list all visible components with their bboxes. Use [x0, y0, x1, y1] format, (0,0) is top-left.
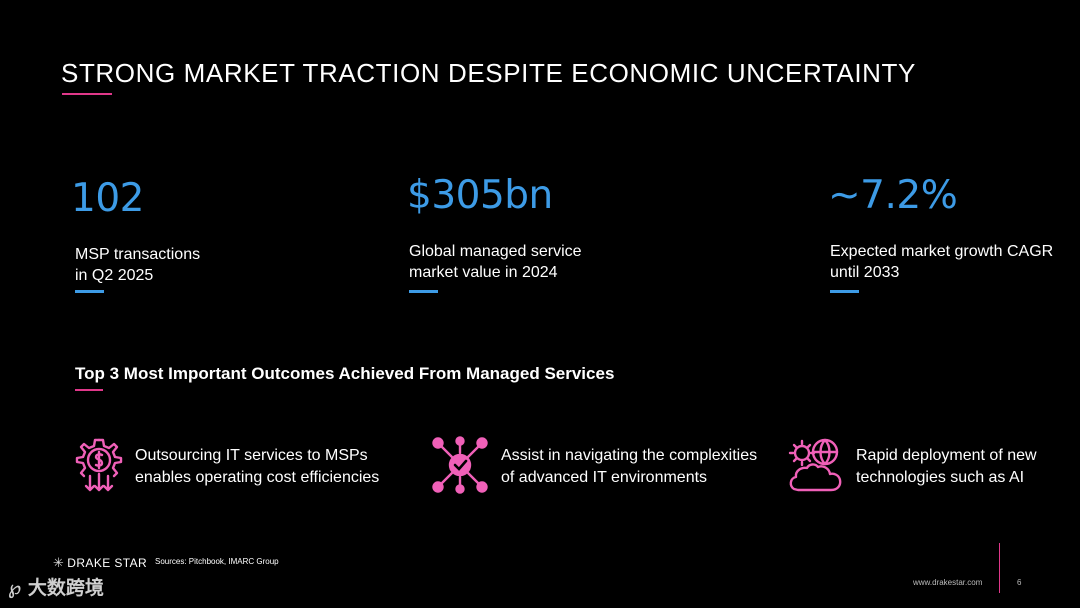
stat-label-market-value: Global managed service market value in 2… — [409, 241, 582, 283]
outcome-it-complexity: Assist in navigating the complexities of… — [501, 445, 757, 489]
drake-star-logo: ✳ DRAKE STAR — [53, 555, 147, 571]
stat-underline — [409, 290, 438, 293]
page-number: 6 — [1017, 578, 1022, 587]
network-gear-icon — [431, 436, 489, 494]
sources-note: Sources: Pitchbook, IMARC Group — [155, 557, 279, 566]
stat-underline — [830, 290, 859, 293]
stat-label-line: until 2033 — [830, 264, 900, 281]
slide-title: STRONG MARKET TRACTION DESPITE ECONOMIC … — [61, 58, 916, 88]
outcome-rapid-deployment: Rapid deployment of new technologies suc… — [856, 445, 1037, 489]
stat-label-line: Expected market growth CAGR — [830, 243, 1054, 260]
title-underline — [62, 93, 112, 95]
footer-divider — [999, 543, 1000, 593]
star-icon: ✳ — [53, 555, 65, 570]
section-title: Top 3 Most Important Outcomes Achieved F… — [75, 364, 615, 383]
gear-dollar-icon — [72, 436, 126, 494]
watermark: ℘ 大数跨境 — [8, 573, 104, 600]
outcome-line: Outsourcing IT services to MSPs — [135, 447, 368, 464]
website-url[interactable]: www.drakestar.com — [913, 578, 983, 587]
outcome-line: Assist in navigating the complexities — [501, 447, 758, 464]
stat-label-line: Global managed service — [409, 243, 582, 260]
outcome-cost-efficiency: Outsourcing IT services to MSPs enables … — [135, 445, 379, 489]
section-underline — [75, 389, 103, 391]
stat-label-line: market value in 2024 — [409, 264, 558, 281]
stat-label-growth-cagr: Expected market growth CAGR until 2033 — [830, 241, 1053, 283]
stat-value-transactions: 102 — [71, 176, 144, 221]
stat-underline — [75, 290, 104, 293]
stat-label-line: in Q2 2025 — [75, 267, 154, 284]
stat-value-market-value: $305bn — [407, 173, 553, 218]
watermark-logo-icon: ℘ — [8, 577, 28, 599]
stat-label-line: MSP transactions — [75, 246, 201, 263]
cloud-gear-icon — [785, 436, 845, 494]
watermark-text: 大数跨境 — [27, 577, 104, 599]
outcome-line: Rapid deployment of new — [856, 447, 1037, 464]
stat-label-transactions: MSP transactions in Q2 2025 — [75, 244, 200, 286]
stat-value-growth-cagr: ~7.2% — [828, 173, 958, 218]
logo-text: DRAKE STAR — [67, 556, 148, 570]
outcome-line: enables operating cost efficiencies — [135, 469, 380, 486]
outcome-line: technologies such as AI — [856, 469, 1025, 486]
outcome-line: of advanced IT environments — [501, 469, 708, 486]
